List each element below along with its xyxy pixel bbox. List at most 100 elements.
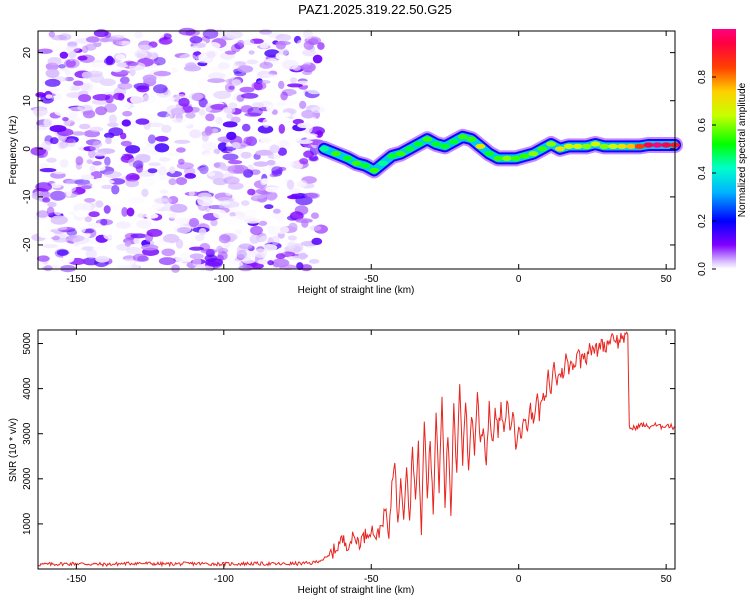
noise-speckle [81,45,89,54]
noise-speckle [79,123,91,130]
noise-speckle [59,51,69,59]
noise-speckle [184,173,197,179]
noise-speckle [225,78,234,84]
spectrogram-x-tick-label: 0 [516,274,522,285]
ridge-point [608,143,619,149]
noise-speckle [218,62,230,70]
noise-speckle [270,87,283,95]
noise-speckle [115,221,131,229]
noise-speckle [153,57,166,66]
noise-speckle [73,80,84,86]
noise-speckle [68,111,78,119]
noise-speckle [41,141,52,150]
noise-speckle [309,225,322,231]
noise-speckle [62,83,72,91]
noise-speckle [130,108,139,116]
noise-speckle [282,59,299,70]
noise-speckle [299,100,307,109]
noise-speckle [196,79,211,89]
noise-speckle [90,61,107,69]
ridge-point [581,143,592,149]
noise-speckle [155,135,169,142]
spectrogram-y-tick-label: -10 [22,189,33,204]
noise-speckle [257,125,274,134]
noise-speckle [77,55,88,61]
noise-speckle [51,235,60,241]
figure-title: PAZ1.2025.319.22.50.G25 [298,2,452,17]
noise-speckle [53,148,66,156]
noise-speckle [310,106,325,113]
noise-speckle [120,140,132,147]
noise-speckle [125,145,141,154]
noise-speckle [36,210,49,218]
noise-speckle [160,189,169,195]
noise-speckle [46,206,55,216]
noise-speckle [33,142,44,148]
noise-speckle [264,204,274,210]
noise-speckle [265,114,283,123]
noise-speckle [167,152,181,157]
noise-speckle [228,253,236,261]
noise-speckle [311,72,321,81]
snr-y-tick-label: 2000 [22,467,33,490]
noise-speckle [227,160,243,165]
noise-speckle [198,228,207,236]
noise-speckle [148,162,162,167]
noise-speckle [88,149,96,159]
noise-speckle [77,104,94,112]
noise-speckle [205,42,221,50]
noise-speckle [294,205,309,216]
noise-speckle [71,131,86,136]
noise-speckle [273,152,280,162]
noise-speckle [207,78,226,83]
noise-speckle [169,203,188,213]
noise-speckle [296,180,308,188]
noise-speckle [52,225,68,231]
noise-speckle [64,58,80,69]
noise-speckle [267,32,284,39]
snr-x-tick-label: -150 [66,574,86,585]
noise-speckle [299,228,310,235]
snr-y-tick-label: 3000 [22,422,33,445]
noise-speckle [259,29,272,35]
noise-speckle [163,233,180,244]
noise-speckle [65,179,84,184]
noise-speckle [257,259,268,265]
noise-speckle [287,83,303,88]
colorbar-tick-label: 0.2 [697,214,708,228]
ridge-point [378,160,388,166]
noise-speckle [218,234,231,244]
noise-speckle [308,38,319,46]
noise-speckle [199,164,209,175]
noise-speckle [99,78,116,87]
noise-speckle [82,257,100,266]
noise-speckle [133,237,141,245]
noise-speckle [234,228,242,234]
noise-speckle [271,166,283,175]
colorbar-ticks: 0.0 0.2 0.4 0.6 0.8 [697,70,716,276]
noise-speckle [176,227,191,234]
noise-speckle [119,258,135,266]
noise-speckle [92,140,103,148]
noise-speckle [168,178,177,186]
noise-speckle [161,248,176,257]
noise-speckle [141,188,149,197]
noise-speckle [36,255,50,262]
noise-speckle [116,62,129,68]
noise-speckle [244,208,259,217]
noise-speckle [117,82,133,90]
noise-speckle [183,65,202,72]
colorbar: 0.0 0.2 0.4 0.6 0.8 Normalized spectral ampl… [697,29,748,276]
noise-speckle [89,144,100,152]
snr-x-tick-label: 50 [661,574,673,585]
noise-speckle [51,34,67,41]
noise-speckle [92,161,102,166]
noise-speckle [35,182,53,192]
noise-speckle [261,73,279,79]
noise-speckle [158,37,173,45]
noise-speckle [54,209,63,216]
noise-speckle [290,93,306,100]
noise-speckle [157,241,173,246]
noise-speckle [80,83,91,91]
snr-frame [37,329,676,570]
